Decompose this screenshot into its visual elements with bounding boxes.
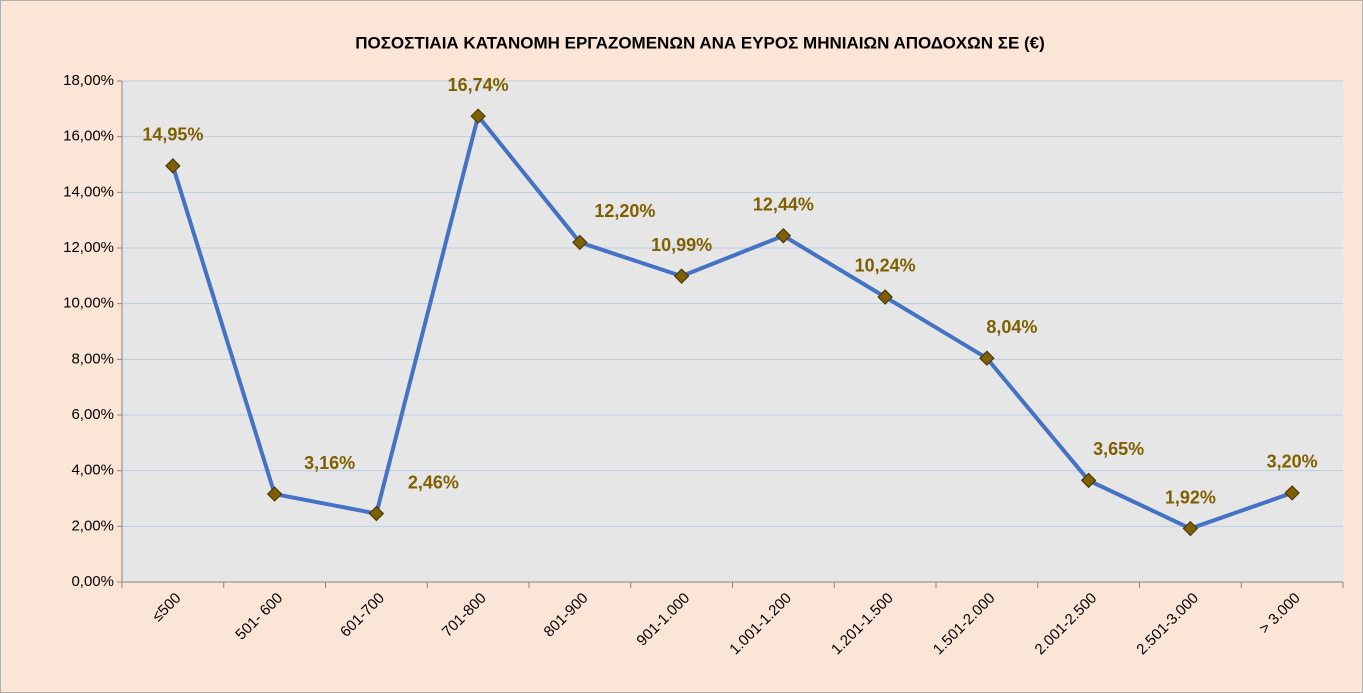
data-line (170, 114, 1293, 531)
marker (775, 228, 792, 244)
marker (1182, 520, 1199, 537)
plot-area (122, 81, 1343, 582)
data-label: 14,95% (142, 125, 203, 145)
marker (877, 289, 893, 305)
marker (165, 158, 181, 174)
y-tick-label: 8,00% (71, 350, 114, 367)
marker (368, 505, 385, 522)
marker (1284, 485, 1300, 501)
marker (1080, 472, 1097, 489)
data-label: 1,92% (1165, 487, 1216, 507)
y-tick-label: 0,00% (71, 573, 114, 590)
y-tick-label: 16,00% (63, 128, 114, 145)
y-tick-label: 2,00% (71, 517, 114, 534)
y-tick-label: 18,00% (63, 72, 114, 89)
y-tick-label: 10,00% (63, 295, 114, 312)
marker (266, 486, 283, 502)
y-tick-label: 4,00% (71, 462, 114, 479)
chart-title: ΠΟΣΟΣΤΙΑΙΑ ΚΑΤΑΝΟΜΗ ΕΡΓΑΖΟΜΕΝΩΝ ΑΝΑ ΕΥΡΟ… (355, 33, 1045, 52)
data-label: 3,20% (1267, 452, 1318, 472)
data-label: 3,16% (304, 453, 355, 473)
data-label: 10,99% (651, 235, 712, 255)
marker (470, 108, 486, 124)
data-label: 8,04% (986, 317, 1037, 337)
y-tick-label: 12,00% (63, 239, 114, 256)
marker (673, 268, 690, 284)
marker (979, 350, 995, 366)
data-label: 3,65% (1093, 439, 1144, 459)
y-tick-label: 14,00% (63, 183, 114, 200)
data-label: 12,20% (594, 201, 655, 221)
marker (572, 234, 588, 251)
data-label: 12,44% (753, 195, 814, 215)
data-label: 16,74% (448, 75, 509, 95)
data-label: 2,46% (408, 472, 459, 492)
y-tick-label: 6,00% (71, 406, 114, 423)
data-label: 10,24% (855, 256, 916, 276)
